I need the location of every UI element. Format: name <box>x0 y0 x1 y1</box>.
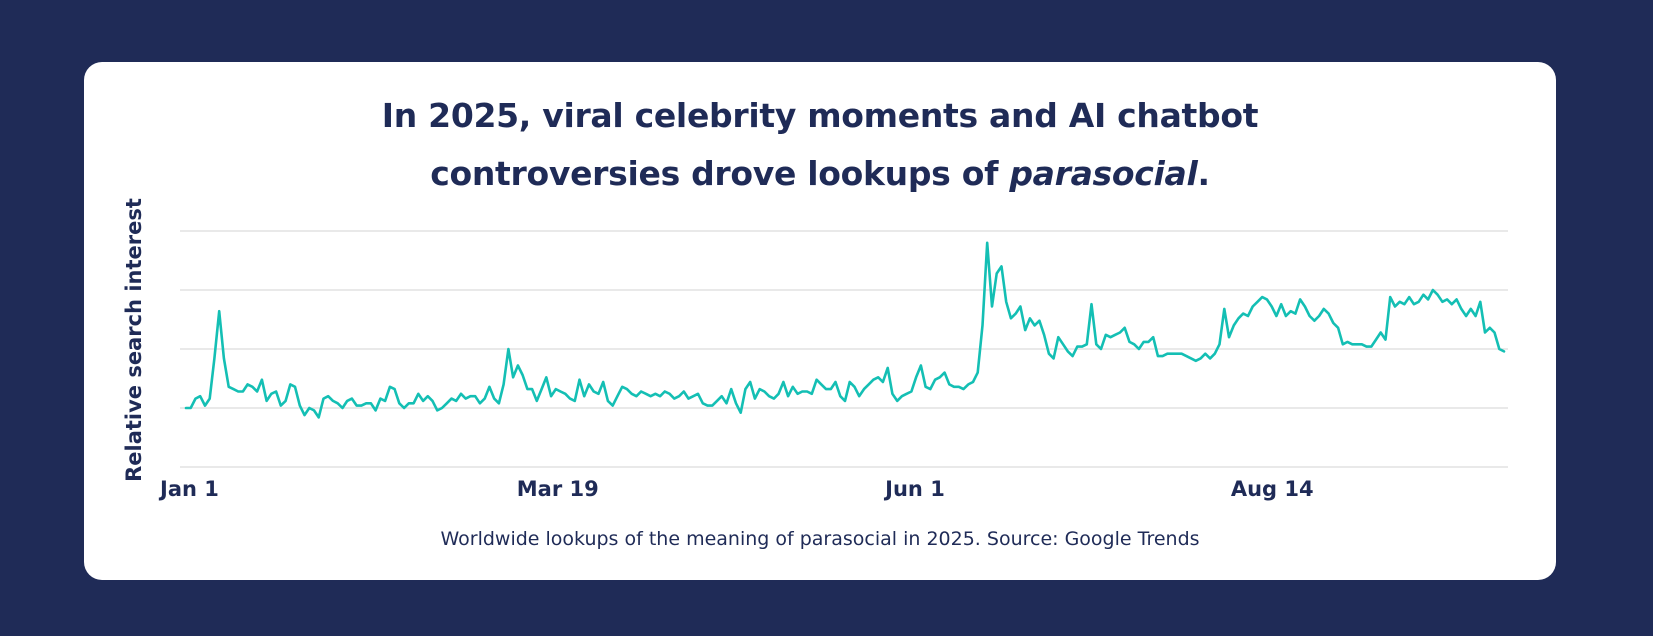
chart-caption: Worldwide lookups of the meaning of para… <box>440 528 1200 550</box>
x-tick-label-2: Jun 1 <box>883 477 945 501</box>
line-chart: Jan 1 Mar 19 Jun 1 Aug 14 Relative search i… <box>122 198 1508 501</box>
x-tick-label-3: Aug 14 <box>1231 477 1314 501</box>
x-tick-label-1: Mar 19 <box>517 477 599 501</box>
series-line-parasocial <box>184 241 1506 419</box>
y-axis-title: Relative search interest <box>122 198 146 482</box>
chart-title-line-1: In 2025, viral celebrity moments and AI … <box>381 96 1259 135</box>
x-tick-label-0: Jan 1 <box>158 477 219 501</box>
chart-title-prefix: controversies drove lookups of <box>430 154 1010 193</box>
chart-title-suffix: . <box>1197 154 1211 193</box>
x-tick-labels: Jan 1 Mar 19 Jun 1 Aug 14 <box>158 477 1314 501</box>
series-layer <box>184 241 1506 419</box>
chart-title-line-2: controversies drove lookups of parasocia… <box>84 154 1556 193</box>
chart-card: In 2025, viral celebrity moments and AI … <box>84 62 1556 580</box>
chart-title-emphasis: parasocial <box>1009 154 1198 193</box>
grid-lines <box>180 230 1508 468</box>
